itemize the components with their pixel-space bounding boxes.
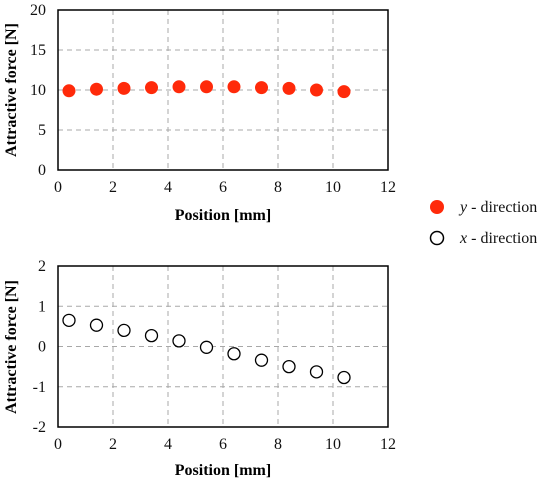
data-point [117,323,131,338]
legend: y - direction x - direction [429,199,537,247]
data-point [200,80,213,94]
y-axis-title: Attractive force [N] [3,280,20,414]
data-point [117,81,131,95]
legend-label-y-italic: y [458,199,468,216]
x-axis-title: Position [mm] [175,207,271,224]
data-point [145,81,158,95]
svg-text:x - direction: x - direction [459,230,537,247]
x-tick-label: 4 [164,436,172,453]
chart-top: 0 2 4 6 8 10 12 0 5 10 15 20 Position [mm] Attractive… [3,2,396,224]
legend-label-x-italic: x [459,230,467,247]
x-tick-label: 6 [219,179,227,196]
y-tick-label: 5 [38,122,46,139]
data-point [199,340,214,354]
x-tick-label: 10 [325,436,341,453]
data-point [227,347,241,361]
x-tick-label: 4 [164,179,172,196]
data-point [309,365,324,379]
data-point [254,353,269,367]
legend-marker-open [429,230,445,246]
legend-label-x-rest: - direction [467,230,537,247]
legend-item-x-direction: x - direction [429,230,537,247]
data-point [282,81,296,95]
data-point [90,82,103,96]
legend-label-y-rest: - direction [467,199,537,216]
y-tick-label: 1 [38,298,46,315]
y-tick-label: 0 [38,162,46,179]
x-tick-label: 0 [54,179,62,196]
x-tick-label: 2 [109,179,117,196]
y-tick-label: 10 [30,82,46,99]
data-point [310,83,323,97]
x-tick-label: 0 [54,436,62,453]
data-point [62,84,76,98]
y-tick-label: 20 [30,2,46,19]
plot-frame [57,265,389,428]
x-tick-label: 2 [109,436,117,453]
x-tick-label: 6 [219,436,227,453]
data-point [282,359,296,374]
x-tick-label: 8 [274,436,282,453]
data-point [89,318,104,332]
x-tick-label: 8 [274,179,282,196]
y-tick-label: 15 [30,42,46,59]
plot-frame [57,9,389,171]
legend-marker-filled [430,200,444,214]
y-tick-label: -1 [33,379,46,396]
data-point [337,370,351,385]
data-point [172,334,186,348]
x-tick-label: 12 [380,179,396,196]
x-tick-label: 10 [325,179,341,196]
data-point [227,80,241,94]
y-tick-label: 0 [38,339,46,356]
y-tick-label: 2 [38,258,46,275]
y-tick-label: -2 [33,419,46,436]
data-point [337,85,351,99]
data-point [62,313,76,327]
svg-text:y - direction: y - direction [458,199,537,216]
y-axis-title: Attractive force [N] [3,23,20,157]
x-axis-title: Position [mm] [175,462,271,479]
x-tick-label: 12 [380,436,396,453]
data-point [255,81,268,95]
data-point [144,328,159,343]
data-point [172,80,186,94]
legend-item-y-direction: y - direction [430,199,537,216]
